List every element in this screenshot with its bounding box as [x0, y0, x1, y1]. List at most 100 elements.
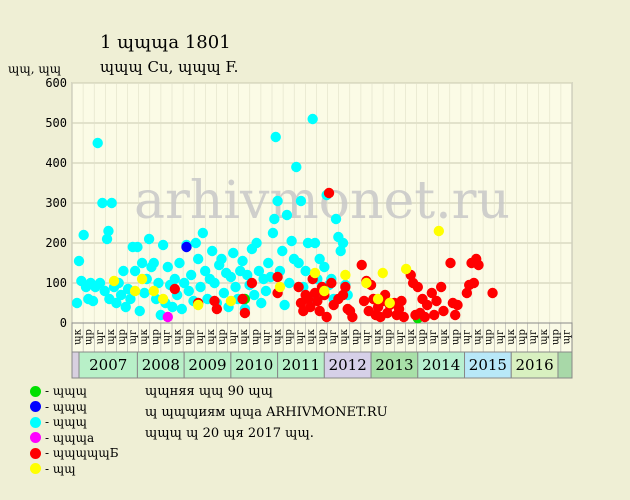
data-point [139, 287, 150, 299]
data-point [384, 297, 395, 309]
data-point [398, 311, 409, 323]
quarter-label: ɰг [161, 330, 172, 345]
data-point [419, 311, 431, 323]
quarter-label: ɰр [417, 329, 428, 345]
year-cell [417, 351, 466, 379]
data-point [120, 301, 131, 313]
quarter-label: ɰк [439, 328, 450, 344]
data-point [438, 305, 449, 317]
data-point [237, 255, 248, 267]
data-point [111, 297, 122, 309]
data-point [181, 241, 192, 253]
data-point [319, 261, 330, 273]
quarter-label: ɰк [539, 328, 550, 344]
data-point [263, 257, 274, 269]
data-point [445, 257, 456, 269]
data-point [372, 293, 384, 305]
legend-item: - ɰɰ [30, 462, 76, 476]
data-point [115, 289, 127, 301]
data-point [99, 285, 110, 297]
quarter-label: ɰг [428, 330, 439, 345]
data-point [305, 301, 316, 313]
data-point [253, 265, 265, 277]
data-point [169, 283, 181, 295]
data-point [302, 293, 314, 305]
quarter-label: ɰг [228, 330, 239, 345]
data-point [239, 307, 251, 319]
data-point [190, 237, 202, 249]
year-cell [464, 351, 512, 379]
quarter-label: ɰк [406, 328, 417, 344]
data-point [101, 233, 113, 245]
data-point [337, 289, 349, 301]
data-point [291, 161, 302, 173]
year-label: 2015 [469, 356, 507, 374]
quarter-label: ɰг [495, 330, 506, 345]
data-point [326, 277, 337, 289]
legend-label: - ɰɰ [45, 461, 76, 476]
quarter-label: ɰг [361, 330, 372, 345]
data-point [176, 303, 188, 315]
data-point [242, 269, 253, 281]
data-point [195, 281, 206, 293]
year-cell [230, 351, 279, 379]
chart-title-line2: ɰɰɰ Cu, ɰɰɰ F. [100, 58, 239, 76]
data-point [314, 305, 325, 317]
y-tick-label: 100 [45, 276, 67, 290]
data-point [323, 187, 335, 199]
data-point [312, 295, 323, 307]
data-point [260, 285, 272, 297]
data-point [225, 295, 237, 307]
data-point [143, 233, 155, 245]
data-point [279, 299, 290, 311]
quarter-label: ɰр [84, 329, 95, 345]
data-point [433, 225, 445, 237]
data-point [269, 213, 280, 225]
year-label: 2007 [89, 356, 127, 374]
y-tick-label: 300 [45, 196, 67, 210]
data-point [393, 303, 405, 315]
legend-item: - ɰɰɰ [30, 400, 87, 414]
legend-item: - ɰɰɰ [30, 384, 87, 398]
data-point [468, 277, 480, 289]
quarter-label: ɰг [328, 330, 339, 345]
data-point [246, 277, 258, 289]
data-point [78, 229, 89, 241]
data-point [431, 295, 442, 307]
quarter-label: ɰк [273, 328, 284, 344]
data-point [87, 295, 99, 307]
year-label: 2008 [142, 356, 180, 374]
data-point [148, 285, 159, 297]
legend-label: - ɰɰɰɰɰБ [45, 446, 119, 460]
quarter-label: ɰг [561, 330, 572, 345]
data-point [284, 277, 295, 289]
data-point [321, 311, 332, 323]
data-point [228, 247, 239, 259]
quarter-label: ɰр [150, 329, 161, 345]
data-point [307, 113, 318, 125]
data-point [136, 257, 148, 269]
data-point [225, 271, 237, 283]
data-point [209, 277, 220, 289]
data-point [309, 267, 321, 279]
quarter-label: ɰк [506, 328, 517, 344]
year-cell-pad [71, 351, 80, 379]
data-point [106, 197, 117, 209]
quarter-label: ɰг [261, 330, 272, 345]
data-point [356, 259, 367, 271]
data-point [473, 259, 484, 271]
data-point [309, 287, 321, 299]
quarter-label: ɰр [117, 329, 128, 345]
data-point [293, 281, 304, 293]
year-cell [510, 351, 559, 379]
legend-marker-icon [30, 416, 41, 428]
data-point [162, 261, 173, 273]
data-point [272, 271, 283, 283]
legend-label: - ɰɰɰ [45, 399, 88, 414]
quarter-label: ɰк [473, 328, 484, 344]
legend-label: - ɰɰɰa [45, 430, 95, 445]
data-point [347, 311, 358, 323]
data-point [92, 137, 103, 149]
data-point [199, 265, 211, 277]
